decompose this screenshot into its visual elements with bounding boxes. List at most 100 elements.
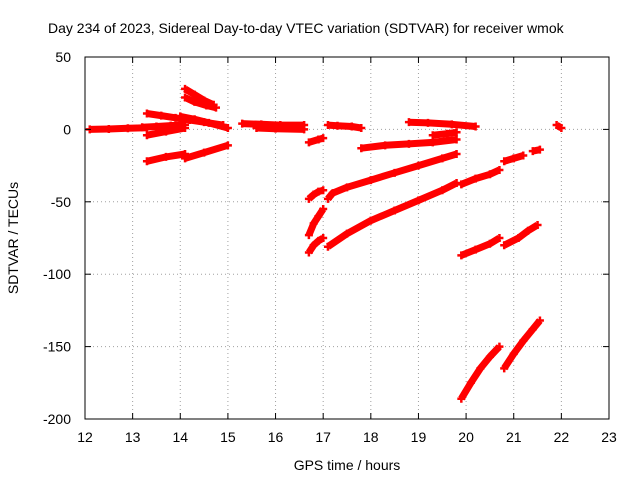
series-line [179, 112, 229, 132]
data-point [314, 187, 323, 196]
data-point [171, 113, 180, 122]
data-point [314, 135, 323, 144]
data-point [304, 138, 313, 147]
data-point [485, 352, 494, 361]
data-point [390, 168, 399, 177]
series-arc-24 [457, 342, 504, 403]
series-arc-17 [323, 150, 461, 203]
series-arc-21 [428, 128, 461, 140]
series-line [327, 121, 362, 132]
data-point [304, 248, 313, 257]
data-point [404, 118, 413, 127]
data-point [509, 154, 518, 163]
data-point [381, 141, 390, 150]
data-point [333, 121, 342, 130]
series-arc-29 [552, 121, 566, 132]
x-tick-label: 22 [554, 429, 570, 445]
axis-ticks: 12 13 14 15 16 17 18 19 20 21 22 23 50 0 -50 -100 -150 -2… [43, 49, 617, 445]
data-point [181, 84, 190, 93]
data-point [438, 154, 447, 163]
x-axis-label: GPS time / hours [294, 457, 401, 473]
series-arc-12 [304, 134, 328, 147]
data-point [357, 144, 366, 153]
data-point [319, 205, 328, 214]
data-point [104, 124, 113, 133]
data-point [204, 118, 213, 127]
data-point [535, 316, 544, 325]
series-arc-23 [457, 234, 504, 260]
data-point [309, 219, 318, 228]
y-tick-label: -50 [51, 194, 71, 210]
data-point [323, 194, 332, 203]
data-point [500, 157, 509, 166]
data-point [181, 93, 190, 102]
series-arc-4 [142, 123, 190, 140]
data-point [471, 245, 480, 254]
data-point [428, 131, 437, 140]
data-point [212, 103, 220, 112]
data-point [152, 122, 161, 131]
x-tick-label: 13 [125, 429, 141, 445]
data-point [528, 147, 537, 156]
data-point [200, 148, 209, 157]
data-point [495, 342, 504, 351]
data-point [319, 186, 328, 195]
series-line [183, 94, 217, 112]
series-arc-22 [457, 165, 504, 189]
data-point [495, 234, 504, 242]
data-point [309, 190, 318, 199]
data-point [533, 220, 542, 229]
series-arc-11 [252, 123, 309, 134]
data-point [123, 124, 132, 133]
series-arc-25 [500, 151, 528, 166]
series-arc-15 [304, 234, 328, 257]
series-line [408, 118, 476, 130]
data-marks [85, 84, 566, 403]
data-point [452, 150, 461, 159]
series-arc-20 [404, 118, 480, 131]
data-point [343, 229, 351, 238]
data-point [443, 129, 452, 138]
series-line [305, 235, 326, 255]
series-arc-1 [85, 123, 151, 134]
data-point [500, 241, 509, 250]
data-point [357, 123, 366, 132]
data-point [414, 196, 423, 205]
series-arc-16 [323, 121, 366, 132]
data-point [466, 378, 475, 387]
series-arc-14 [304, 205, 328, 240]
data-point [252, 123, 261, 132]
data-point [528, 325, 537, 334]
series-arc-26 [500, 220, 542, 250]
data-point [457, 180, 466, 189]
data-point [524, 226, 533, 235]
x-tick-label: 19 [411, 429, 427, 445]
data-point [142, 157, 151, 166]
plot-frame [84, 56, 610, 420]
y-tick-label: 0 [63, 121, 71, 137]
data-point [319, 234, 328, 242]
data-point [519, 336, 528, 345]
y-axis-label: SDTVAR / TECUs [5, 182, 21, 294]
series-line [142, 121, 186, 131]
data-point [304, 231, 313, 240]
data-point [309, 241, 318, 250]
data-point [471, 122, 480, 131]
data-point [319, 134, 328, 143]
data-point [223, 123, 232, 132]
data-point [323, 121, 332, 130]
data-point [190, 115, 199, 124]
series-line [459, 166, 501, 188]
data-point [485, 170, 494, 179]
data-point [438, 186, 447, 195]
data-point [223, 141, 232, 150]
data-point [514, 234, 523, 242]
data-point [161, 127, 170, 136]
data-point [485, 239, 494, 248]
grid [85, 57, 609, 419]
data-point [552, 121, 561, 130]
series-arc-18 [323, 178, 461, 251]
data-point [495, 165, 504, 174]
data-point [423, 118, 432, 127]
